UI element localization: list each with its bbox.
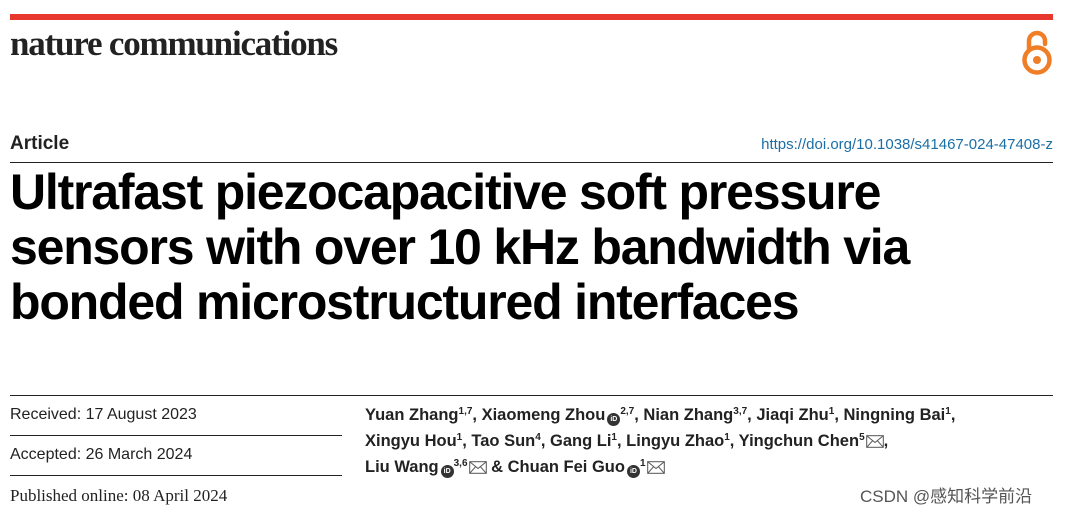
author-affiliation: 1 xyxy=(611,432,617,443)
author-item: Yingchun Chen5 xyxy=(739,432,884,450)
author-name[interactable]: Yuan Zhang xyxy=(365,406,459,424)
article-title: Ultrafast piezocapacitive soft pressure … xyxy=(10,164,910,330)
author-item: Chuan Fei Guo iD1 xyxy=(507,458,665,478)
author-name[interactable]: Lingyu Zhao xyxy=(626,432,725,450)
author-item: Xiaomeng Zhou iD2,7 xyxy=(481,406,635,426)
journal-accent-bar xyxy=(10,14,1053,20)
email-envelope-icon[interactable] xyxy=(865,435,884,448)
header-divider xyxy=(10,162,1053,163)
author-affiliation: 1 xyxy=(456,432,463,443)
author-affiliation: 1 xyxy=(828,406,835,417)
accepted-date: Accepted: 26 March 2024 xyxy=(10,446,193,463)
author-item: Gang Li1 xyxy=(550,432,617,450)
author-item: Lingyu Zhao1 xyxy=(626,432,730,450)
orcid-icon[interactable]: iD xyxy=(626,465,640,478)
author-name[interactable]: Jiaqi Zhu xyxy=(756,406,829,424)
date-divider xyxy=(10,435,342,436)
email-envelope-icon[interactable] xyxy=(468,461,487,474)
author-affiliation: 1 xyxy=(639,458,646,469)
author-name[interactable]: Nian Zhang xyxy=(643,406,734,424)
orcid-icon[interactable]: iD xyxy=(440,465,454,478)
author-affiliation: 1 xyxy=(945,406,951,417)
open-access-lock-icon xyxy=(1022,30,1052,75)
author-name[interactable]: Chuan Fei Guo xyxy=(507,458,625,476)
author-item: Ningning Bai1 xyxy=(844,406,951,424)
author-affiliation: 2,7 xyxy=(620,406,635,417)
author-name[interactable]: Xingyu Hou xyxy=(365,432,457,450)
author-name[interactable]: Gang Li xyxy=(550,432,612,450)
author-list: Yuan Zhang1,7, Xiaomeng Zhou iD2,7, Nian … xyxy=(365,406,956,478)
author-item: Jiaqi Zhu1 xyxy=(756,406,834,424)
doi-link[interactable]: https://doi.org/10.1038/s41467-024-47408… xyxy=(761,136,1053,153)
date-divider xyxy=(10,475,342,476)
orcid-icon[interactable]: iD xyxy=(607,413,621,426)
meta-divider xyxy=(10,395,1053,396)
email-envelope-icon[interactable] xyxy=(646,461,665,474)
author-affiliation: 1,7 xyxy=(458,406,473,417)
author-affiliation: 3,6 xyxy=(453,458,468,469)
author-name[interactable]: Yingchun Chen xyxy=(738,432,860,450)
author-item: Yuan Zhang1,7 xyxy=(365,406,472,424)
author-affiliation: 5 xyxy=(859,432,865,443)
author-affiliation: 1 xyxy=(724,432,730,443)
published-date: Published online: 08 April 2024 xyxy=(10,486,228,505)
author-item: Liu Wang iD3,6 xyxy=(365,458,487,478)
author-name[interactable]: Liu Wang xyxy=(365,458,439,476)
author-item: Tao Sun4 xyxy=(471,432,540,450)
author-name[interactable]: Ningning Bai xyxy=(843,406,946,424)
author-name[interactable]: Tao Sun xyxy=(471,432,536,450)
watermark: CSDN @感知科学前沿 xyxy=(860,487,1033,506)
author-item: Xingyu Hou1 xyxy=(365,432,462,450)
author-affiliation: 4 xyxy=(535,432,541,443)
received-date: Received: 17 August 2023 xyxy=(10,406,197,423)
journal-name[interactable]: nature communications xyxy=(10,24,338,63)
author-affiliation: 3,7 xyxy=(733,406,748,417)
author-item: Nian Zhang3,7 xyxy=(643,406,747,424)
article-type-label: Article xyxy=(10,133,70,154)
author-name[interactable]: Xiaomeng Zhou xyxy=(481,406,606,424)
